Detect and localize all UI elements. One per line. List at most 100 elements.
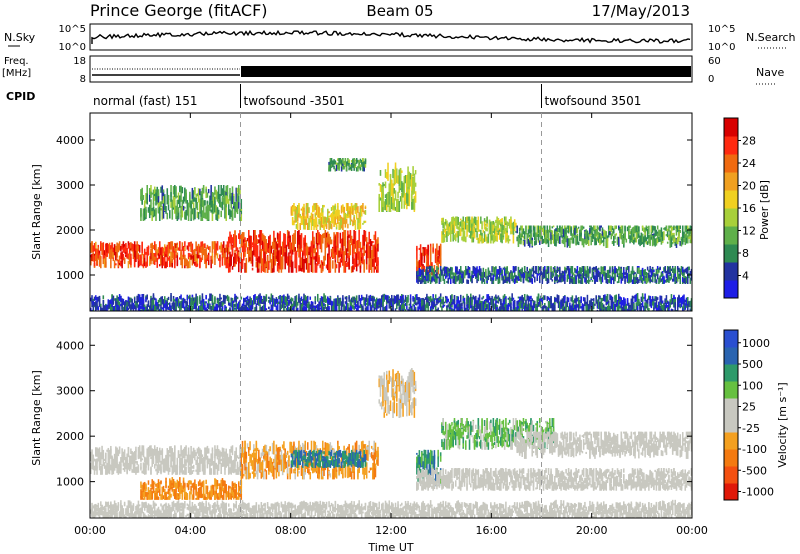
echo-cell bbox=[122, 298, 125, 306]
echo-cell bbox=[347, 163, 349, 166]
echo-cell bbox=[175, 243, 177, 249]
echo-cell bbox=[503, 268, 506, 276]
echo-cell bbox=[404, 193, 407, 205]
echo-cell bbox=[649, 266, 651, 273]
echo-cell bbox=[685, 234, 688, 244]
echo-cell bbox=[377, 302, 379, 309]
echo-cell bbox=[561, 274, 564, 279]
echo-cell bbox=[646, 229, 649, 240]
echo-cell bbox=[162, 307, 165, 311]
echo-cell bbox=[476, 220, 478, 225]
echo-cell bbox=[273, 249, 275, 256]
echo-cell bbox=[492, 277, 495, 284]
echo-cell bbox=[305, 242, 308, 256]
echo-cell bbox=[587, 232, 590, 237]
echo-cell bbox=[686, 235, 689, 243]
echo-cell bbox=[164, 301, 166, 308]
echo-cell bbox=[225, 308, 227, 311]
echo-cell bbox=[439, 273, 442, 277]
echo-cell bbox=[661, 240, 664, 244]
echo-cell bbox=[275, 299, 278, 303]
echo-cell bbox=[423, 278, 426, 284]
echo-cell bbox=[170, 241, 172, 250]
echo-cell bbox=[235, 254, 238, 265]
echo-cell bbox=[368, 298, 370, 306]
echo-cell bbox=[250, 240, 253, 255]
echo-cell bbox=[644, 237, 646, 243]
echo-cell bbox=[244, 237, 246, 243]
echo-cell bbox=[158, 201, 161, 210]
echo-cell bbox=[454, 217, 457, 223]
echo-cell bbox=[566, 238, 569, 248]
echo-cell bbox=[643, 275, 645, 280]
echo-cell bbox=[231, 245, 234, 257]
echo-cell bbox=[211, 251, 214, 260]
echo-cell bbox=[437, 255, 439, 262]
echo-cell bbox=[216, 253, 219, 259]
echo-cell bbox=[90, 307, 92, 311]
echo-cell bbox=[353, 297, 355, 301]
echo-cell bbox=[594, 303, 596, 306]
echo-cell bbox=[190, 204, 192, 219]
echo-cell bbox=[314, 300, 317, 305]
echo-cell bbox=[512, 297, 515, 300]
echo-cell bbox=[167, 257, 170, 260]
echo-cell bbox=[654, 273, 656, 278]
echo-cell bbox=[664, 227, 666, 231]
echo-cell bbox=[581, 266, 584, 273]
echo-cell bbox=[661, 273, 664, 277]
echo-cell bbox=[604, 266, 606, 271]
echo-cell bbox=[333, 159, 335, 165]
echo-cell bbox=[212, 302, 215, 310]
echo-cell bbox=[133, 248, 136, 262]
echo-cell bbox=[172, 302, 175, 311]
echo-cell bbox=[309, 217, 312, 223]
echo-region bbox=[328, 158, 367, 172]
echo-cell bbox=[229, 209, 231, 220]
echo-cell bbox=[234, 210, 236, 218]
echo-cell bbox=[157, 189, 160, 198]
echo-cell bbox=[288, 295, 290, 299]
echo-cell bbox=[614, 272, 616, 282]
echo-cell bbox=[640, 236, 643, 242]
echo-cell bbox=[142, 304, 145, 311]
echo-cell bbox=[304, 258, 307, 264]
echo-cell bbox=[424, 280, 427, 284]
echo-cell bbox=[105, 243, 107, 257]
echo-cell bbox=[556, 266, 559, 274]
echo-cell bbox=[342, 231, 344, 245]
echo-cell bbox=[665, 270, 668, 274]
echo-cell bbox=[619, 226, 621, 234]
echo-cell bbox=[179, 303, 181, 310]
echo-cell bbox=[591, 232, 594, 239]
echo-cell bbox=[545, 276, 547, 282]
echo-cell bbox=[350, 160, 353, 163]
echo-cell bbox=[354, 219, 357, 230]
echo-cell bbox=[379, 183, 382, 192]
echo-cell bbox=[289, 255, 291, 267]
echo-cell bbox=[601, 230, 604, 236]
echo-cell bbox=[284, 233, 286, 247]
echo-cell bbox=[562, 271, 565, 274]
echo-cell bbox=[231, 309, 234, 311]
echo-cell bbox=[136, 241, 138, 252]
echo-cell bbox=[545, 238, 547, 241]
echo-cell bbox=[520, 268, 522, 276]
echo-cell bbox=[375, 306, 378, 311]
echo-cell bbox=[265, 308, 268, 311]
echo-cell bbox=[101, 245, 103, 255]
echo-cell bbox=[206, 244, 209, 249]
echo-cell bbox=[459, 218, 462, 221]
echo-cell bbox=[281, 301, 284, 308]
echo-cell bbox=[179, 205, 181, 208]
echo-cell bbox=[683, 238, 685, 243]
echo-cell bbox=[226, 192, 229, 195]
echo-cell bbox=[226, 241, 229, 250]
echo-cell bbox=[274, 300, 276, 303]
echo-cell bbox=[251, 250, 254, 262]
echo-cell bbox=[152, 207, 155, 211]
echo-cell bbox=[245, 300, 248, 309]
echo-cell bbox=[310, 304, 313, 307]
echo-cell bbox=[147, 309, 150, 311]
echo-cell bbox=[92, 248, 95, 252]
